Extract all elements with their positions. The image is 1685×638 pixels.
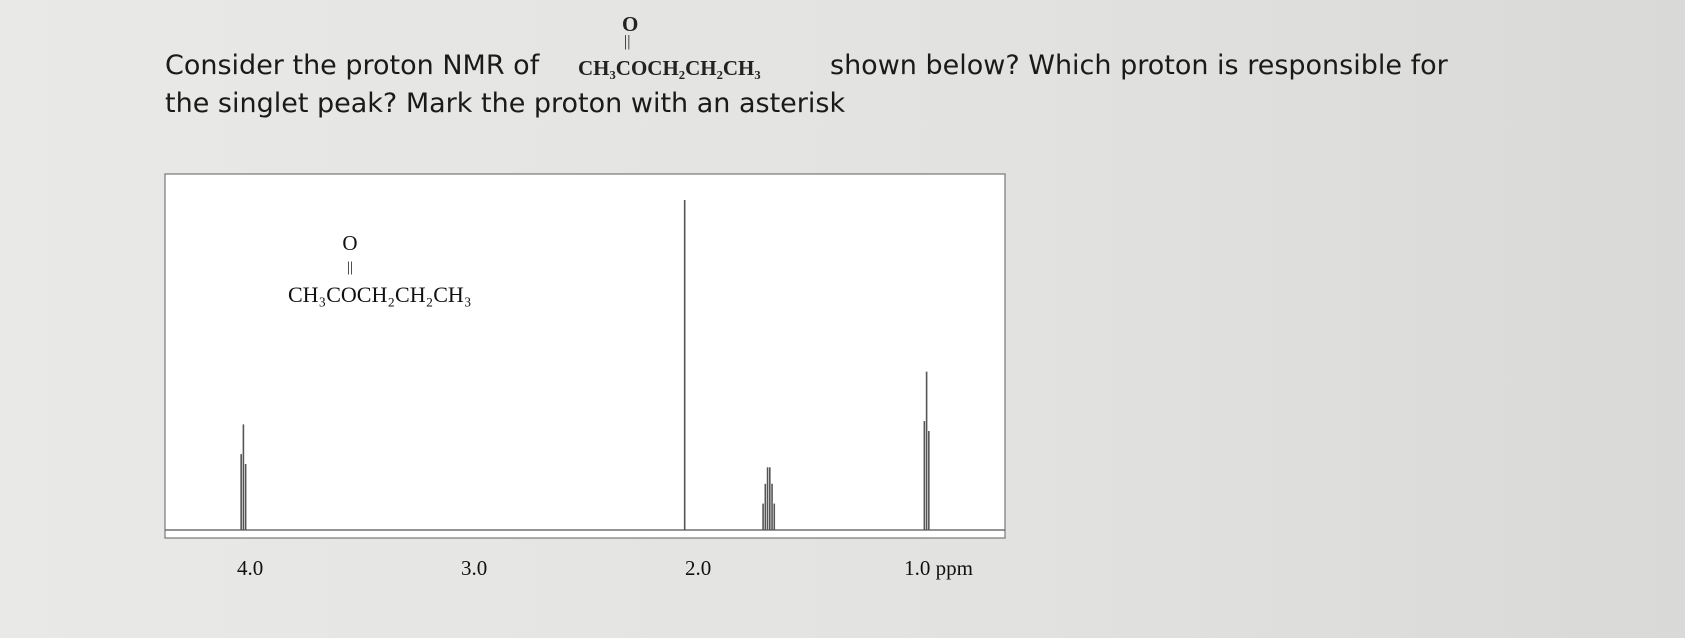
double-bond: || <box>347 259 353 275</box>
annotation-oxygen: O <box>342 231 357 255</box>
x-tick-label: 4.0 <box>237 556 263 580</box>
double-bond: || <box>624 33 631 50</box>
x-tick-label: 2.0 <box>685 556 711 580</box>
formula-oxygen: O <box>622 12 639 36</box>
question-text: shown below? Which proton is responsible… <box>830 50 1448 81</box>
annotation-chain: CH₃COCH₂CH₂CH₃ <box>288 282 472 307</box>
question-text: the singlet peak? Mark the proton with a… <box>165 88 846 119</box>
x-tick-label: 3.0 <box>461 556 487 580</box>
formula-chain: CH₃COCH₂CH₂CH₃ <box>578 56 761 80</box>
question-text: Consider the proton NMR of <box>165 50 540 81</box>
x-tick-label: 1.0 ppm <box>904 556 973 580</box>
plot-frame <box>164 173 1006 539</box>
